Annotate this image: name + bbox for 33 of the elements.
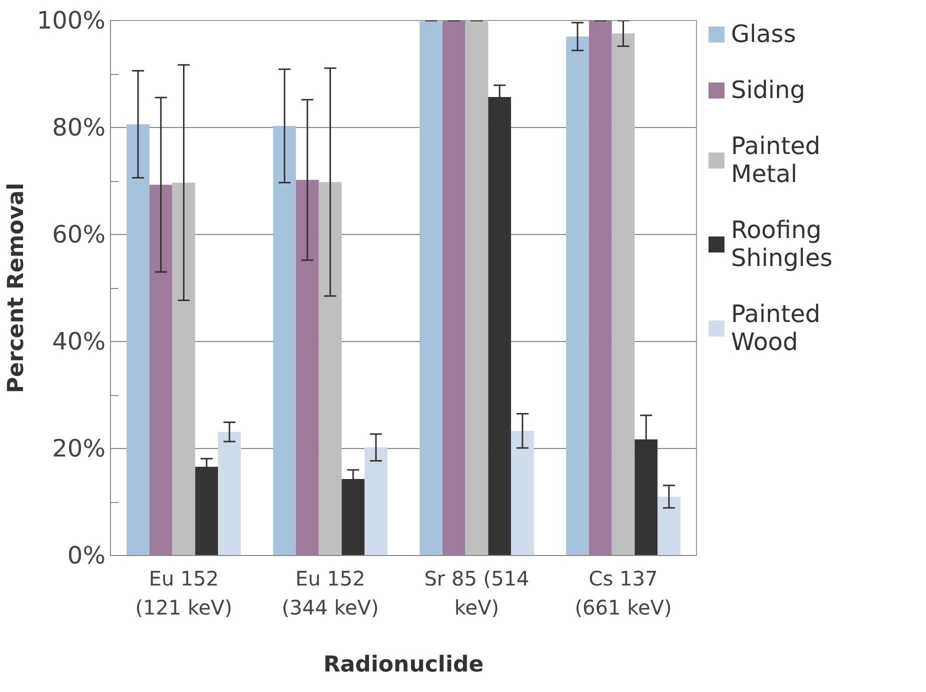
y-tick-label: 40% [52, 328, 106, 356]
y-tick-label: 20% [52, 434, 106, 462]
bar [588, 20, 612, 556]
y-axis-title: Percent Removal [4, 182, 29, 394]
bar [566, 36, 589, 556]
bar [296, 180, 319, 556]
y-tick-label: 80% [52, 114, 106, 142]
bar [318, 182, 342, 556]
y-tick-label: 0% [67, 542, 106, 570]
bar [612, 33, 635, 556]
legend-label: Siding [731, 76, 806, 104]
bar [218, 432, 241, 556]
legend-label: Glass [731, 20, 796, 48]
y-tick-label: 100% [36, 6, 106, 34]
bar [126, 124, 150, 556]
bar [273, 126, 296, 556]
legend-label: Painted Metal [731, 132, 820, 188]
x-tick-label: Eu 152 (344 keV) [282, 566, 379, 620]
x-tick-label: Sr 85 (514 keV) [424, 566, 530, 620]
bar [420, 20, 442, 556]
bar [442, 20, 466, 556]
x-tick-label: Eu 152 (121 keV) [135, 566, 232, 620]
y-tick-label: 60% [52, 220, 106, 248]
bar [658, 496, 680, 556]
bar [465, 20, 488, 556]
legend-label: Roofing Shingles [731, 216, 832, 272]
bar [364, 447, 388, 556]
x-axis-title: Radionuclide [323, 652, 484, 678]
legend-label: Painted Wood [731, 300, 820, 356]
bar [172, 182, 196, 556]
bar [149, 184, 172, 556]
bar [511, 430, 534, 556]
x-tick-label: Cs 137 (661 keV) [574, 566, 672, 620]
